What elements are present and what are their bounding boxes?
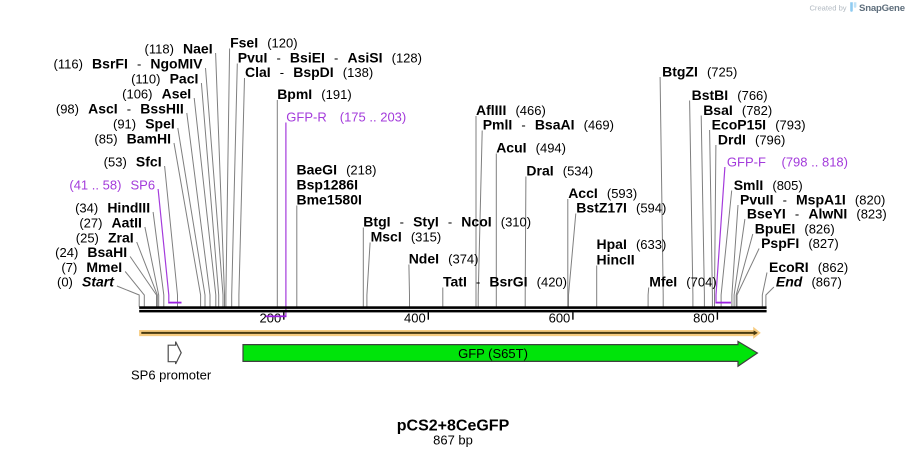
svg-text:BstZ17I (594): BstZ17I (594): [576, 199, 666, 215]
svg-text:End (867): End (867): [776, 273, 842, 289]
svg-text:(25) ZraI: (25) ZraI: [76, 229, 134, 245]
svg-text:(24) BsaHI: (24) BsaHI: [55, 244, 127, 260]
svg-text:(85) BamHI: (85) BamHI: [94, 130, 171, 146]
svg-text:Bsp1286I: Bsp1286I: [297, 176, 358, 192]
svg-text:BstBI (766): BstBI (766): [692, 87, 768, 103]
svg-text:PspFI (827): PspFI (827): [761, 235, 839, 251]
svg-text:(34) HindIII: (34) HindIII: [75, 199, 150, 215]
svg-text:AflIII (466): AflIII (466): [476, 102, 546, 118]
svg-text:SP6 promoter: SP6 promoter: [131, 368, 212, 383]
svg-text:HpaI (633): HpaI (633): [597, 236, 667, 252]
svg-text:EcoRI (862): EcoRI (862): [769, 259, 848, 275]
svg-text:600: 600: [549, 311, 571, 326]
svg-text:EcoP15I (793): EcoP15I (793): [712, 116, 806, 132]
svg-text:BpmI (191): BpmI (191): [277, 86, 351, 102]
svg-text:(91) SpeI: (91) SpeI: [113, 115, 175, 131]
svg-text:NdeI (374): NdeI (374): [409, 250, 479, 266]
svg-text:PmlI - BsaAI (469): PmlI - BsaAI (469): [483, 116, 614, 132]
svg-text:Created by: Created by: [809, 4, 846, 13]
svg-text:SmlI (805): SmlI (805): [734, 177, 803, 193]
svg-text:FseI (120): FseI (120): [230, 34, 297, 50]
svg-text:BsaI (782): BsaI (782): [703, 102, 772, 118]
svg-text:PvuI - BsiEI - AsiSI (128: PvuI - BsiEI - AsiSI (128): [238, 49, 422, 65]
svg-text:400: 400: [404, 311, 426, 326]
svg-text:BtgZI (725): BtgZI (725): [662, 63, 737, 79]
svg-text:(0) Start: (0) Start: [57, 273, 115, 289]
svg-text:TatI - BsrGI (420): TatI - BsrGI (420): [443, 273, 567, 289]
svg-text:MscI (315): MscI (315): [371, 228, 442, 244]
svg-text:800: 800: [693, 311, 715, 326]
svg-text:DraI (534): DraI (534): [526, 162, 593, 178]
svg-text:(110) PacI: (110) PacI: [131, 70, 198, 86]
svg-text:BpuEI (826): BpuEI (826): [755, 220, 835, 236]
svg-text:HincII: HincII: [597, 251, 635, 267]
svg-text:(41 .. 58) SP6: (41 .. 58) SP6: [69, 177, 155, 192]
svg-text:(116) BsrFI - NgoMIV: (116) BsrFI - NgoMIV: [54, 55, 204, 71]
svg-text:Bme1580I: Bme1580I: [297, 191, 362, 207]
svg-text:BseYI - AlwNI (823): BseYI - AlwNI (823): [747, 205, 887, 221]
svg-text:BaeGI (218): BaeGI (218): [297, 161, 377, 177]
svg-text:GFP-F (798 .. 818): GFP-F (798 .. 818): [727, 154, 848, 169]
svg-text:AcuI (494): AcuI (494): [496, 139, 566, 155]
svg-text:(7) MmeI: (7) MmeI: [61, 259, 122, 275]
svg-text:(106) AseI: (106) AseI: [122, 85, 191, 101]
svg-text:GFP-R (175 .. 203): GFP-R (175 .. 203): [286, 109, 406, 124]
svg-text:GFP (S65T): GFP (S65T): [458, 346, 528, 361]
svg-text:200: 200: [259, 311, 281, 326]
svg-text:867 bp: 867 bp: [433, 433, 473, 448]
svg-text:ClaI - BspDI (138): ClaI - BspDI (138): [245, 64, 373, 80]
svg-text:PvuII - MspA1I (820): PvuII - MspA1I (820): [740, 191, 885, 207]
svg-text:BtgI - StyI - NcoI (310): BtgI - StyI - NcoI (310): [363, 213, 531, 229]
svg-text:pCS2+8CeGFP: pCS2+8CeGFP: [397, 418, 510, 435]
svg-text:DrdI (796): DrdI (796): [718, 131, 785, 147]
svg-text:(53) SfcI: (53) SfcI: [104, 153, 162, 169]
svg-text:AccI (593): AccI (593): [568, 185, 637, 201]
svg-text:MfeI (704): MfeI (704): [649, 273, 716, 289]
svg-text:(118) NaeI: (118) NaeI: [145, 40, 213, 56]
svg-text:SnapGene: SnapGene: [859, 3, 905, 14]
svg-text:(98) AscI - BssHII: (98) AscI - BssHII: [56, 100, 184, 116]
svg-text:(27) AatII: (27) AatII: [79, 214, 142, 230]
